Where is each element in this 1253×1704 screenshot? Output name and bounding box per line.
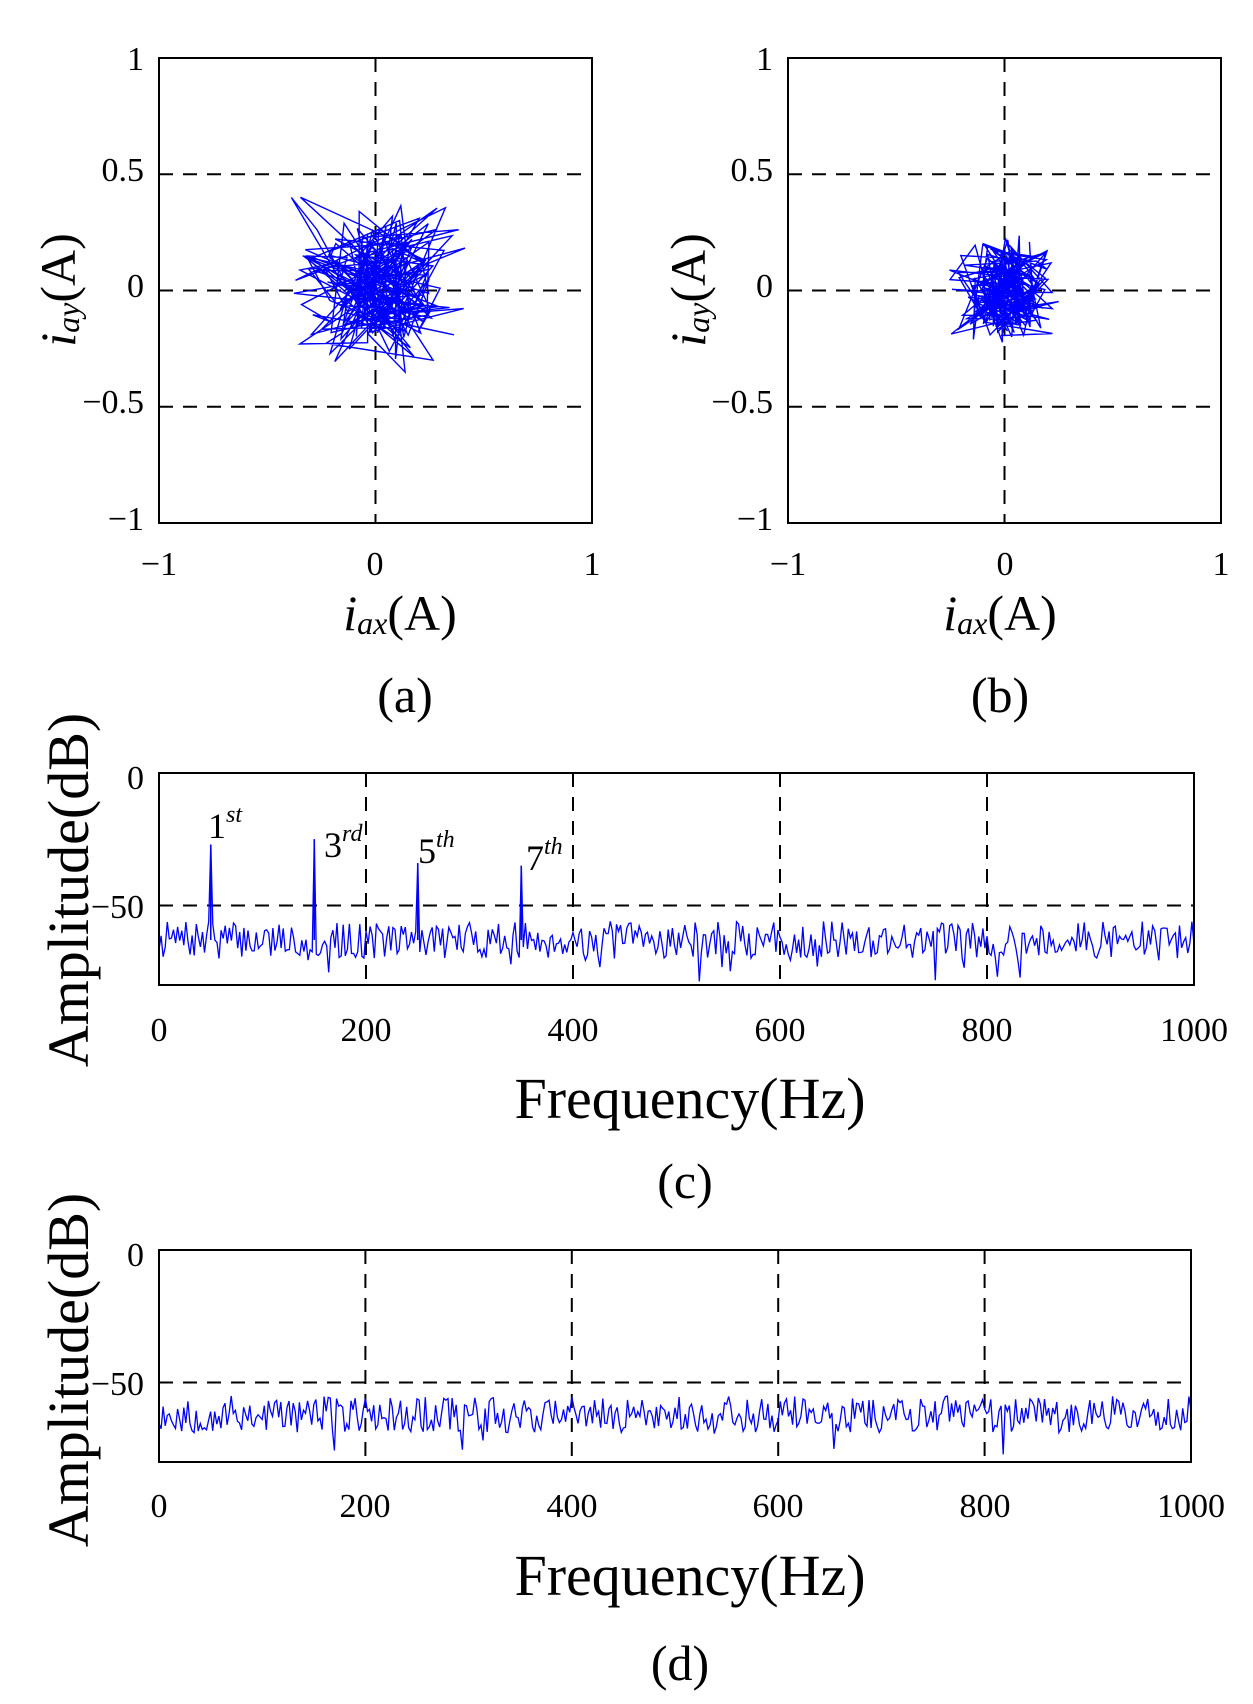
- trajectory-line: [290, 196, 466, 375]
- trajectory-line: [948, 235, 1059, 343]
- panel-a-grid: [159, 58, 592, 523]
- panel-d-yticks: 0 −50: [91, 1237, 144, 1403]
- panel-b-ytick: 1: [756, 41, 773, 78]
- panel-b-yticks: 1 0.5 0 −0.5 −1: [711, 41, 773, 538]
- panel-a-label: (a): [377, 667, 433, 723]
- panel-c-xtick: 800: [962, 1012, 1013, 1049]
- panel-a-yticks: 1 0.5 0 −0.5 −1: [82, 41, 144, 538]
- panel-c-harmonic-labels: 1st 3rd 5th 7th: [208, 802, 563, 878]
- spectrum-line: [158, 1395, 1192, 1455]
- panel-b-trajectory: [948, 235, 1059, 343]
- panel-c-spectrum-line: [158, 839, 1195, 982]
- panel-a-xticks: −1 0 1: [141, 546, 601, 583]
- harmonic-label-3rd: 3rd: [324, 821, 363, 865]
- panel-c-xlabel: Frequency(Hz): [514, 1066, 865, 1131]
- panel-b-xticks: −1 0 1: [770, 546, 1230, 583]
- panel-c-ytick: −50: [91, 889, 144, 926]
- harmonic-label-5th: 5th: [418, 827, 455, 871]
- panel-c-yticks: 0 −50: [91, 760, 144, 926]
- panel-c-xtick: 400: [548, 1012, 599, 1049]
- panel-b-xtick: 0: [997, 546, 1014, 583]
- panel-a-xtick: −1: [141, 546, 177, 583]
- panel-d-ylabel: Amplitude(dB): [36, 1193, 101, 1547]
- harmonic-label-7th: 7th: [526, 834, 563, 878]
- panel-d-xtick: 400: [547, 1488, 598, 1525]
- panel-d-xtick: 600: [753, 1488, 804, 1525]
- panel-b-ytick: 0: [756, 268, 773, 305]
- panel-c-xtick: 600: [755, 1012, 806, 1049]
- panel-b-xlabel: iax(A): [943, 585, 1057, 641]
- panel-b-frame: [787, 57, 1222, 524]
- panel-c-xtick: 0: [151, 1012, 168, 1049]
- panel-d-label: (d): [651, 1635, 709, 1691]
- panel-a-ytick: 0: [127, 268, 144, 305]
- panel-a-ytick: 0.5: [102, 152, 145, 189]
- panel-d-xtick: 800: [960, 1488, 1011, 1525]
- panel-b-phase-plot: 1 0.5 0 −0.5 −1 −1 0 1 iax(A) iay(A) (b): [660, 41, 1230, 723]
- panel-a-trajectory: [290, 196, 466, 375]
- panel-b-ytick: −0.5: [711, 384, 773, 421]
- panel-d-spectrum-line: [158, 1395, 1192, 1455]
- panel-d-ytick: 0: [127, 1237, 144, 1274]
- panel-c-ylabel: Amplitude(dB): [36, 713, 101, 1067]
- panel-b-ytick: 0.5: [731, 152, 774, 189]
- panel-c-xtick: 200: [341, 1012, 392, 1049]
- panel-c-frame: [158, 772, 1195, 986]
- panel-a-xtick: 1: [584, 546, 601, 583]
- harmonic-label-1st: 1st: [208, 802, 243, 846]
- panel-c-xticks: 0 200 400 600 800 1000: [151, 1012, 1229, 1049]
- panel-b-label: (b): [971, 667, 1029, 723]
- spectrum-line: [158, 839, 1195, 982]
- panel-d-frame: [158, 1249, 1192, 1463]
- panel-a-frame: [158, 57, 593, 524]
- panel-b-ytick: −1: [737, 501, 773, 538]
- panel-b-ylabel: iay(A): [660, 233, 716, 347]
- panel-d-xtick: 200: [340, 1488, 391, 1525]
- panel-c-spectrum: 0 −50 0 200 400 600 800 1000 1st 3rd 5th…: [36, 713, 1228, 1209]
- panel-a-ytick: 1: [127, 41, 144, 78]
- panel-d-grid: [159, 1249, 1191, 1462]
- panel-d-spectrum: 0 −50 0 200 400 600 800 1000 Frequency(H…: [36, 1193, 1225, 1691]
- panel-a-ytick: −0.5: [82, 384, 144, 421]
- panel-c-label: (c): [657, 1153, 713, 1209]
- panel-a-ylabel: iay(A): [30, 233, 86, 347]
- panel-d-xtick: 1000: [1157, 1488, 1225, 1525]
- panel-a-phase-plot: 1 0.5 0 −0.5 −1 −1 0 1 iax(A) iay(A) (a): [30, 41, 601, 723]
- panel-d-xlabel: Frequency(Hz): [514, 1543, 865, 1608]
- panel-a-xtick: 0: [367, 546, 384, 583]
- panel-c-xtick: 1000: [1160, 1012, 1228, 1049]
- panel-c-ytick: 0: [127, 760, 144, 797]
- panel-a-xlabel: iax(A): [343, 585, 457, 641]
- panel-d-xtick: 0: [151, 1488, 168, 1525]
- panel-d-ytick: −50: [91, 1366, 144, 1403]
- panel-b-xtick: 1: [1213, 546, 1230, 583]
- panel-d-xticks: 0 200 400 600 800 1000: [151, 1488, 1226, 1525]
- panel-b-xtick: −1: [770, 546, 806, 583]
- panel-a-ytick: −1: [108, 501, 144, 538]
